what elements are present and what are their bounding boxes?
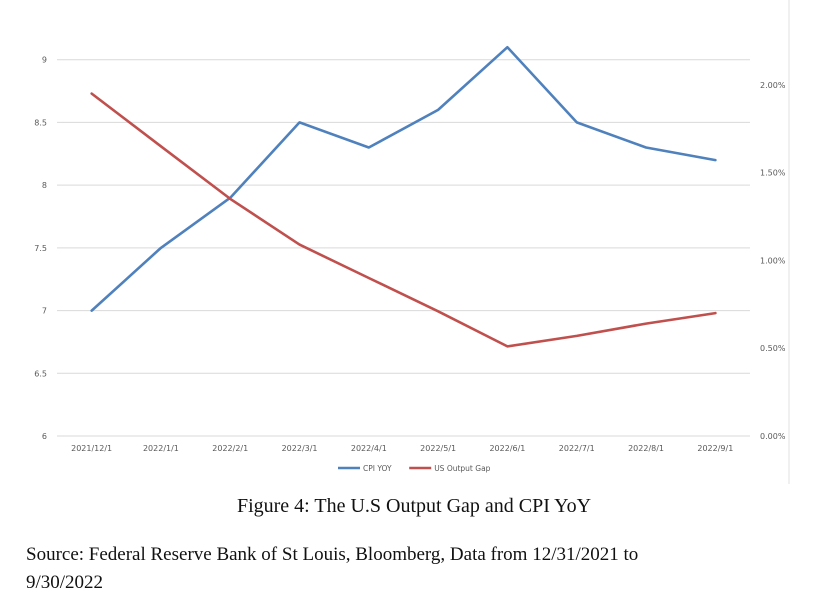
- legend-label: US Output Gap: [434, 464, 490, 473]
- right-tick-label: 0.00%: [760, 432, 786, 441]
- left-tick-label: 6.5: [34, 369, 47, 378]
- left-tick-label: 8: [42, 181, 47, 190]
- right-tick-label: 1.00%: [760, 256, 786, 265]
- legend-label: CPI YOY: [363, 464, 392, 473]
- x-tick-label: 2022/6/1: [489, 444, 525, 453]
- x-tick-label: 2022/7/1: [559, 444, 595, 453]
- right-tick-label: 1.50%: [760, 169, 786, 178]
- left-tick-label: 6: [42, 432, 47, 441]
- x-tick-label: 2022/4/1: [351, 444, 387, 453]
- right-tick-label: 2.00%: [760, 81, 786, 90]
- legend: CPI YOY US Output Gap: [338, 464, 491, 473]
- x-tick-label: 2022/9/1: [697, 444, 733, 453]
- source-note-continued: 9/30/2022: [26, 572, 104, 593]
- right-tick-label: 2.50%: [760, 0, 786, 2]
- x-axis-ticks: 2021/12/1 2022/1/1 2022/2/1 2022/3/1 2022/4/…: [71, 444, 733, 453]
- x-tick-label: 2021/12/1: [71, 444, 112, 453]
- series-lines: [90, 45, 717, 348]
- left-axis-ticks: 6 6.5 7 7.5 8 8.5 9 9.5: [34, 0, 47, 441]
- x-tick-label: 2022/8/1: [628, 444, 664, 453]
- series-line-cpi-yoy: [90, 45, 717, 312]
- x-tick-label: 2022/3/1: [282, 444, 318, 453]
- left-tick-label: 7.5: [34, 244, 47, 253]
- left-tick-label: 7: [42, 307, 47, 316]
- source-note: Source: Federal Reserve Bank of St Louis…: [26, 544, 639, 565]
- left-tick-label: 9.5: [34, 0, 47, 2]
- dual-axis-line-chart: 6 6.5 7 7.5 8 8.5 9 9.5 0.00% 0.50% 1.00% 1.50% 2.0…: [34, 0, 790, 484]
- series-line-us-output-gap: [90, 92, 717, 348]
- left-tick-label: 8.5: [34, 118, 47, 127]
- right-axis-ticks: 0.00% 0.50% 1.00% 1.50% 2.00% 2.50%: [760, 0, 786, 441]
- x-tick-label: 2022/2/1: [212, 444, 248, 453]
- gridlines: [57, 59, 750, 437]
- left-tick-label: 9: [42, 56, 47, 65]
- right-tick-label: 0.50%: [760, 344, 786, 353]
- x-tick-label: 2022/5/1: [420, 444, 456, 453]
- x-tick-label: 2022/1/1: [143, 444, 179, 453]
- figure-caption: Figure 4: The U.S Output Gap and CPI YoY: [236, 495, 592, 517]
